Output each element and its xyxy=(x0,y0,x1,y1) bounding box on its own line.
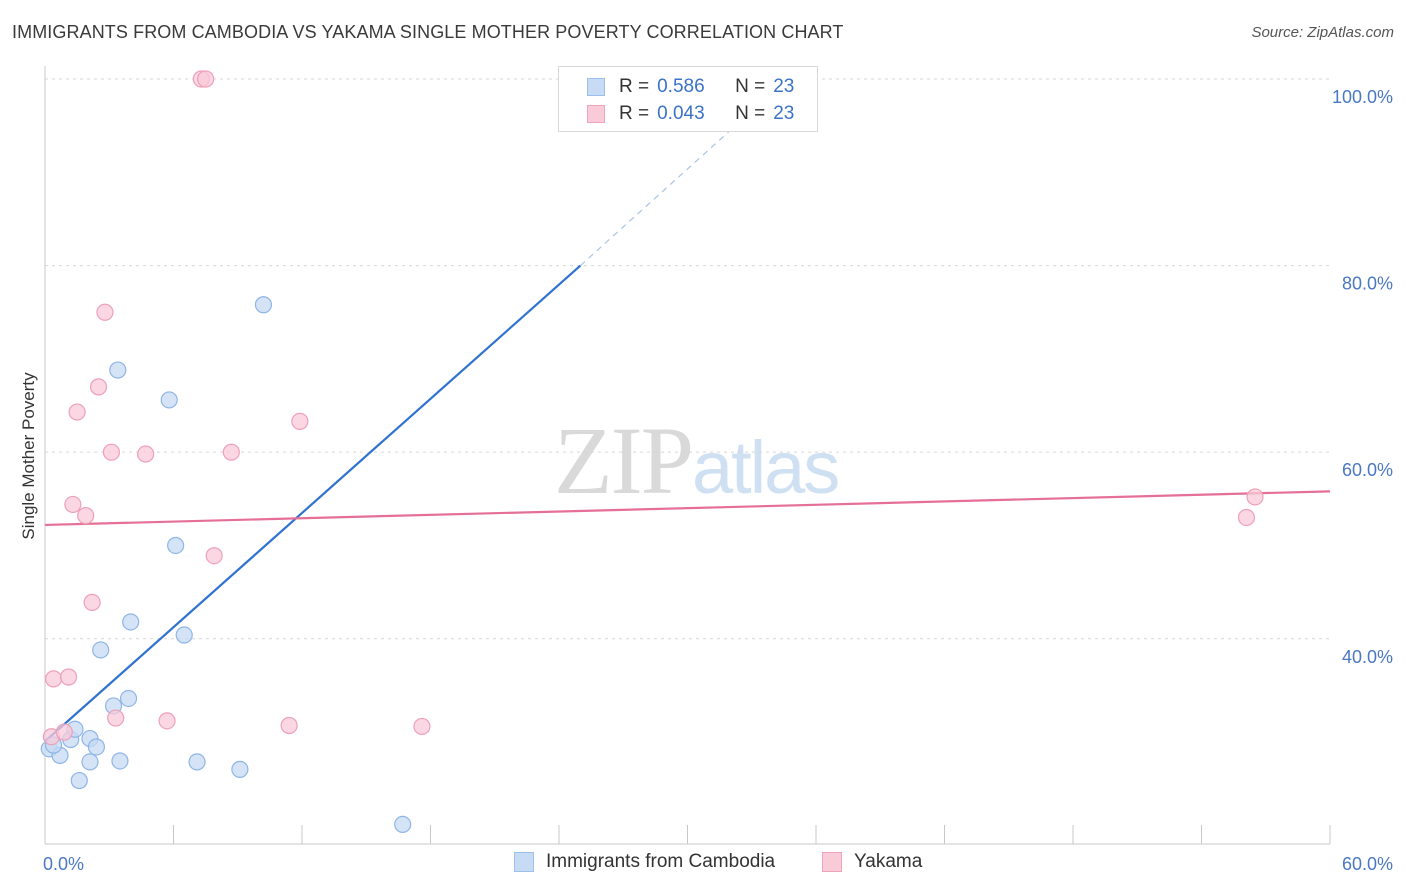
watermark: ZIPatlas xyxy=(554,405,840,516)
cambodia-point xyxy=(87,738,106,756)
yakama-point xyxy=(291,412,309,430)
source-label: Source: ZipAtlas.com xyxy=(1251,24,1394,41)
label-layer: 40.0% 60.0% 80.0% 100.0% 0.0% 60.0% Single Mot… xyxy=(19,87,1393,874)
x-tick-label: 0.0% xyxy=(43,854,84,874)
y-tick-label: 40.0% xyxy=(1342,647,1393,667)
yakama-point xyxy=(413,717,431,736)
cambodia-point xyxy=(188,753,206,771)
correlation-legend: R = 0.586 N = 23 R = 0.043 N = 23 xyxy=(558,66,818,132)
cambodia-point xyxy=(119,689,138,708)
axis-layer xyxy=(44,66,1331,845)
watermark-zip: ZIP xyxy=(554,407,694,514)
yakama-point xyxy=(89,378,108,396)
legend-row-yakama: R = 0.043 N = 23 xyxy=(559,100,794,127)
yakama-point xyxy=(280,716,298,735)
yakama-point xyxy=(44,670,63,688)
legend-r-label: R = xyxy=(619,75,650,97)
yakama-point xyxy=(1246,488,1264,506)
legend-r-value: 0.586 xyxy=(657,75,705,97)
cambodia-point xyxy=(92,641,110,659)
legend-swatch-cambodia xyxy=(514,852,534,872)
watermark-atlas: atlas xyxy=(692,426,840,509)
legend-r-label: R = xyxy=(619,102,650,124)
legend-item-cambodia[interactable]: Immigrants from Cambodia xyxy=(514,851,775,873)
yakama-point xyxy=(102,443,120,461)
y-axis-title: Single Mother Poverty xyxy=(19,372,38,540)
yakama-point xyxy=(107,709,125,727)
trend-layer xyxy=(44,129,1331,743)
legend-row-cambodia: R = 0.586 N = 23 xyxy=(559,73,794,100)
yakama-point xyxy=(77,507,95,525)
yakama-point xyxy=(96,303,114,321)
legend-swatch-yakama xyxy=(822,852,842,872)
point-layer xyxy=(40,70,1264,834)
legend-n-label: N = xyxy=(735,75,766,97)
legend-n-label: N = xyxy=(735,102,766,124)
yakama-point xyxy=(137,445,155,463)
yakama-trendline xyxy=(44,490,1331,527)
yakama-point xyxy=(205,547,223,565)
cambodia-point xyxy=(111,752,129,770)
legend-item-yakama[interactable]: Yakama xyxy=(822,851,922,873)
cambodia-trendline-extension xyxy=(580,129,731,267)
x-tick-label: 60.0% xyxy=(1342,854,1393,874)
y-tick-label: 100.0% xyxy=(1332,87,1393,107)
cambodia-point xyxy=(109,361,127,379)
yakama-point xyxy=(222,443,240,461)
y-tick-label: 80.0% xyxy=(1342,274,1393,294)
legend-swatch-cambodia xyxy=(587,77,605,96)
cambodia-point xyxy=(254,296,273,314)
cambodia-point xyxy=(175,626,193,644)
yakama-point xyxy=(197,70,215,88)
chart-title: IMMIGRANTS FROM CAMBODIA VS YAKAMA SINGL… xyxy=(12,22,844,42)
cambodia-point xyxy=(167,536,185,555)
cambodia-point xyxy=(122,613,140,631)
cambodia-trendline xyxy=(44,264,582,743)
cambodia-point xyxy=(394,815,412,834)
grid-layer xyxy=(45,78,1332,640)
cambodia-point xyxy=(160,391,178,409)
legend-n-value: 23 xyxy=(773,102,795,124)
legend-r-value: 0.043 xyxy=(657,102,705,124)
yakama-point xyxy=(158,712,176,730)
legend-swatch-yakama xyxy=(587,104,605,123)
yakama-point xyxy=(1237,508,1256,527)
legend-label-yakama: Yakama xyxy=(854,851,923,872)
legend-label-cambodia: Immigrants from Cambodia xyxy=(546,851,776,872)
yakama-point xyxy=(68,403,86,421)
yakama-point xyxy=(64,495,82,514)
yakama-point xyxy=(83,593,101,611)
cambodia-point xyxy=(231,760,249,778)
y-tick-label: 60.0% xyxy=(1342,460,1393,480)
cambodia-point xyxy=(70,771,88,790)
cambodia-point xyxy=(81,753,99,771)
legend-n-value: 23 xyxy=(773,75,795,97)
yakama-point xyxy=(55,723,73,741)
series-legend: Immigrants from Cambodia Yakama xyxy=(0,851,1406,877)
yakama-point xyxy=(59,668,78,686)
